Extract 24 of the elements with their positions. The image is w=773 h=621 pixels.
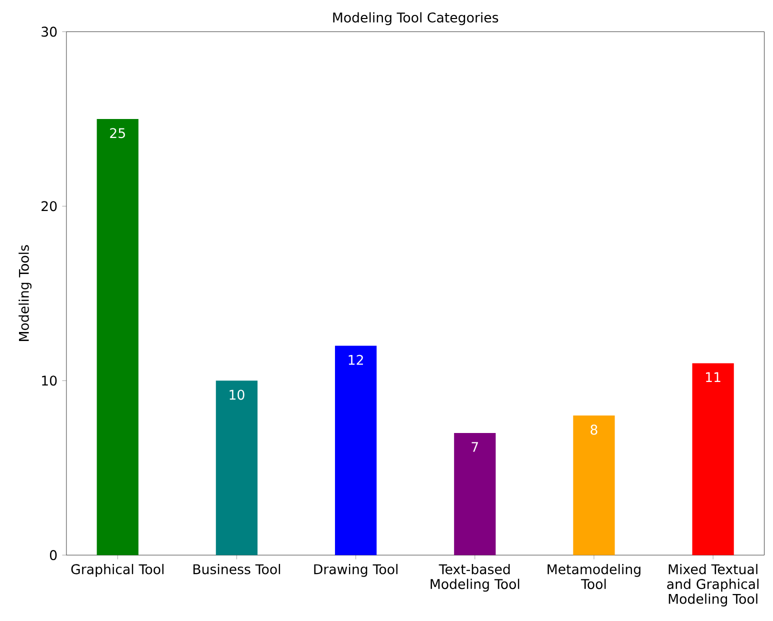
x-tick-label: Metamodeling Tool: [548, 564, 640, 590]
bar: [216, 380, 258, 556]
x-tick-label: Graphical Tool: [71, 564, 164, 578]
x-tick-label: Drawing Tool: [314, 564, 398, 578]
bar: [96, 119, 138, 556]
bar: [573, 416, 615, 556]
data-label: 12: [348, 355, 363, 365]
x-tick-label: Business Tool: [193, 564, 280, 574]
data-label: 8: [590, 424, 598, 435]
data-label: 7: [472, 442, 478, 452]
bar: [334, 346, 377, 556]
y-tick-label: 30: [42, 26, 57, 37]
data-label: 11: [706, 372, 720, 382]
bar: [454, 433, 496, 556]
x-tick-label: Text-based Modeling Tool: [430, 564, 520, 592]
data-label: 25: [110, 128, 125, 138]
y-tick-label: 10: [42, 376, 57, 386]
x-tick-label: Mixed Textual and Graphical Modeling Tool: [667, 564, 758, 607]
y-tick-label: 0: [50, 550, 57, 560]
y-tick-label: 20: [42, 201, 57, 212]
chart-title: Modeling Tool Categories: [333, 12, 498, 26]
bar: [692, 363, 734, 556]
data-label: 10: [230, 390, 244, 400]
y-axis-title: Modeling Tools: [18, 245, 32, 342]
